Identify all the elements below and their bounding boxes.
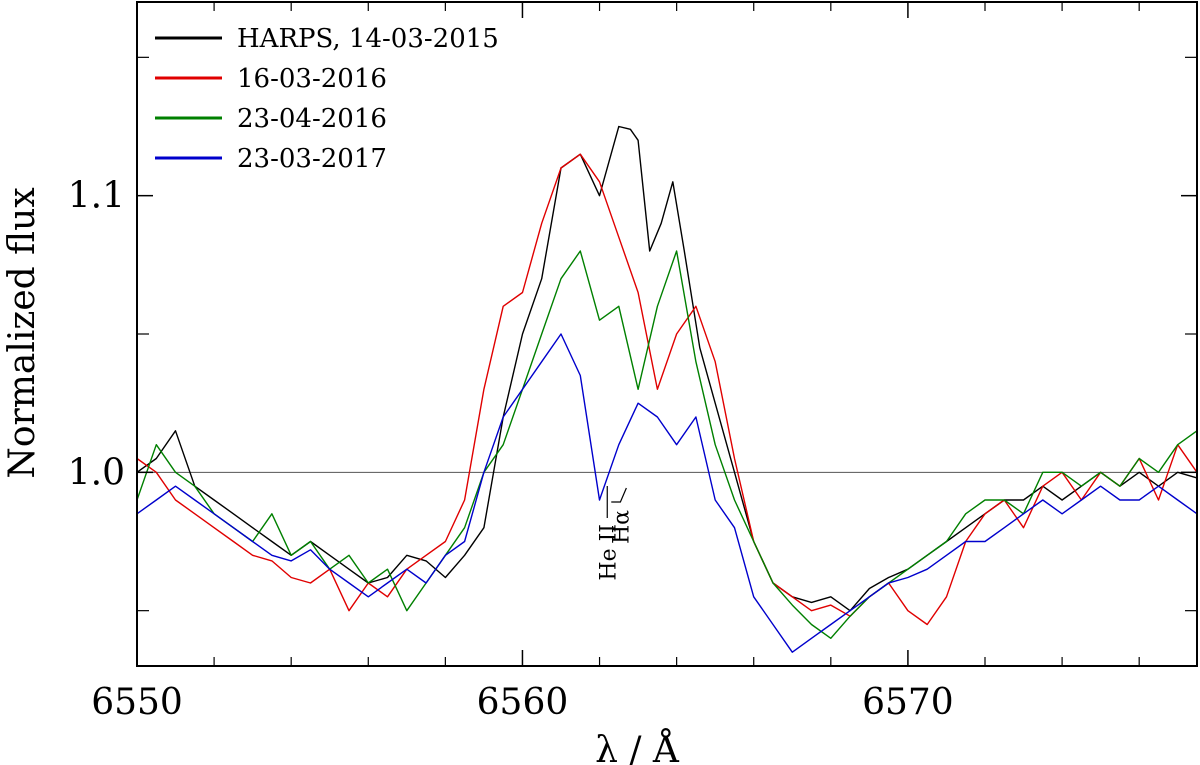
series-line-3 bbox=[136, 333, 1198, 653]
legend-label-0: HARPS, 14-03-2015 bbox=[237, 24, 499, 54]
plot-frame bbox=[136, 1, 1198, 667]
series-line-2 bbox=[136, 250, 1198, 639]
x-tick-label: 6570 bbox=[862, 682, 954, 723]
he-ii-label: He II bbox=[596, 524, 621, 581]
axes-layer: 6550 6560 6570 1.0 1.1 bbox=[68, 1, 1198, 723]
series-layer bbox=[136, 125, 1198, 653]
h-alpha-marker bbox=[611, 487, 627, 503]
series-line-1 bbox=[136, 153, 1198, 626]
y-axis-title: Normalized flux bbox=[2, 187, 43, 478]
legend-label-1: 16-03-2016 bbox=[237, 64, 387, 94]
legend: HARPS, 14-03-2015 16-03-2016 23-04-2016 23-… bbox=[155, 24, 499, 174]
x-tick-label: 6550 bbox=[91, 682, 183, 723]
series-line-0 bbox=[136, 125, 1198, 612]
y-tick-label: 1.1 bbox=[68, 176, 125, 217]
y-tick-label: 1.0 bbox=[68, 452, 125, 493]
x-axis-title: λ / Å bbox=[595, 729, 680, 765]
h-alpha-label: Hα bbox=[609, 510, 634, 544]
x-tick-label: 6560 bbox=[477, 682, 569, 723]
legend-label-2: 23-04-2016 bbox=[237, 104, 387, 134]
legend-label-3: 23-03-2017 bbox=[237, 144, 387, 174]
